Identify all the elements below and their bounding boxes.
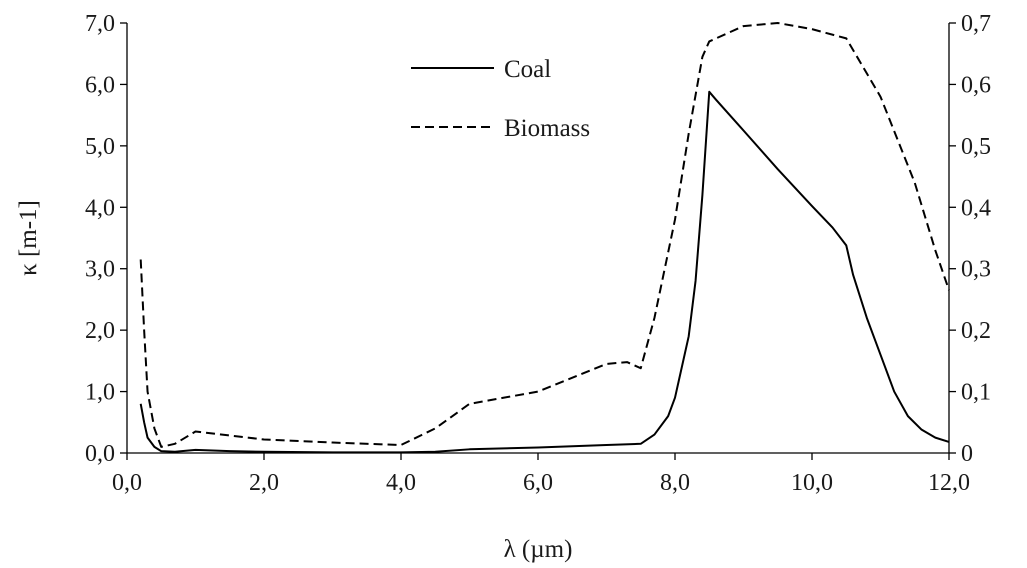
legend-label-coal: Coal [504, 56, 551, 83]
x-tick-label: 2,0 [249, 470, 279, 496]
y2-tick-label: 0,4 [961, 195, 991, 221]
x-axis-title: λ (µm) [504, 536, 573, 563]
series-line-coal [139, 90, 950, 454]
y2-tick-label: 0,1 [961, 380, 991, 406]
x-tick-label: 4,0 [386, 470, 416, 496]
x-tick-label: 12,0 [928, 470, 970, 496]
x-tick-label: 6,0 [523, 470, 553, 496]
axes-layer [126, 23, 950, 454]
y-tick-label: 3,0 [85, 257, 115, 283]
y-tick-label: 7,0 [85, 11, 115, 37]
y-tick-label: 5,0 [85, 134, 115, 160]
y2-tick-label: 0,3 [961, 257, 991, 283]
y-tick-label: 6,0 [85, 72, 115, 98]
y2-tick-label: 0,2 [961, 318, 991, 344]
legend: Coal Biomass [411, 56, 590, 142]
ticks-layer: 0,0 2,0 4,0 6,0 8,0 10,0 12,0 0,0 1,0 2,0 3,0 4,0 5,… [85, 11, 991, 496]
y-tick-label: 2,0 [85, 318, 115, 344]
series-line-biomass [139, 22, 950, 448]
legend-label-biomass: Biomass [504, 115, 590, 142]
y-tick-label: 4,0 [85, 195, 115, 221]
y-tick-label: 1,0 [85, 380, 115, 406]
y2-tick-label: 0,6 [961, 72, 991, 98]
y2-tick-label: 0,5 [961, 134, 991, 160]
x-tick-label: 0,0 [112, 470, 142, 496]
y-tick-label: 0,0 [85, 441, 115, 467]
x-tick-label: 8,0 [660, 470, 690, 496]
x-tick-label: 10,0 [791, 470, 833, 496]
series-layer [139, 22, 950, 454]
plot-frame [126, 23, 950, 454]
y2-tick-label: 0 [961, 441, 973, 467]
y2-tick-label: 0,7 [961, 11, 991, 37]
y-axis-title: κ [m-1] [15, 200, 42, 276]
